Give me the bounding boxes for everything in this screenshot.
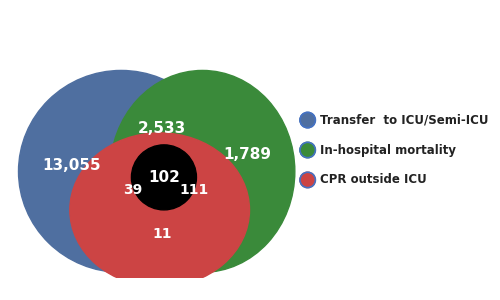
Ellipse shape [70, 133, 250, 287]
Text: 13,055: 13,055 [42, 158, 101, 173]
Text: CPR outside ICU: CPR outside ICU [320, 173, 427, 186]
Circle shape [300, 112, 316, 128]
Text: 39: 39 [122, 183, 142, 197]
Text: 11: 11 [152, 227, 172, 241]
Text: In-hospital mortality: In-hospital mortality [320, 143, 456, 157]
Text: 2,533: 2,533 [138, 121, 186, 136]
Circle shape [300, 142, 316, 158]
Ellipse shape [132, 145, 196, 210]
Text: 102: 102 [148, 170, 180, 185]
Text: Transfer  to ICU/Semi-ICU: Transfer to ICU/Semi-ICU [320, 114, 489, 127]
Text: 1,789: 1,789 [224, 147, 272, 162]
Text: 111: 111 [180, 183, 208, 197]
Ellipse shape [18, 70, 224, 272]
Circle shape [300, 172, 316, 188]
Ellipse shape [110, 70, 295, 272]
